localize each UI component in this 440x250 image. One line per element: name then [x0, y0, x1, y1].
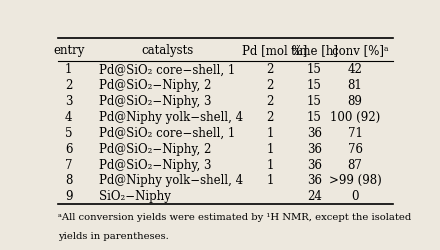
Text: 2: 2: [65, 79, 72, 92]
Text: Pd@SiO₂−Niphy, 3: Pd@SiO₂−Niphy, 3: [99, 158, 212, 171]
Text: 3: 3: [65, 95, 73, 108]
Text: 1: 1: [266, 174, 274, 186]
Text: 9: 9: [65, 190, 73, 202]
Text: Pd@Niphy yolk−shell, 4: Pd@Niphy yolk−shell, 4: [99, 174, 243, 186]
Text: Pd@SiO₂ core−shell, 1: Pd@SiO₂ core−shell, 1: [99, 63, 235, 76]
Text: Pd@Niphy yolk−shell, 4: Pd@Niphy yolk−shell, 4: [99, 110, 243, 124]
Text: yields in parentheses.: yields in parentheses.: [59, 231, 169, 240]
Text: Pd@SiO₂ core−shell, 1: Pd@SiO₂ core−shell, 1: [99, 126, 235, 139]
Text: time [h]: time [h]: [291, 44, 337, 57]
Text: 0: 0: [351, 190, 359, 202]
Text: >99 (98): >99 (98): [329, 174, 381, 186]
Text: 1: 1: [266, 142, 274, 155]
Text: Pd@SiO₂−Niphy, 2: Pd@SiO₂−Niphy, 2: [99, 142, 212, 155]
Text: 42: 42: [348, 63, 363, 76]
Text: 4: 4: [65, 110, 73, 124]
Text: 2: 2: [266, 79, 274, 92]
Text: 15: 15: [307, 79, 322, 92]
Text: 36: 36: [307, 126, 322, 139]
Text: 71: 71: [348, 126, 363, 139]
Text: 7: 7: [65, 158, 73, 171]
Text: 87: 87: [348, 158, 363, 171]
Text: ᵃAll conversion yields were estimated by ¹H NMR, except the isolated: ᵃAll conversion yields were estimated by…: [59, 212, 412, 222]
Text: 2: 2: [266, 110, 274, 124]
Text: Pd@SiO₂−Niphy, 2: Pd@SiO₂−Niphy, 2: [99, 79, 212, 92]
Text: 2: 2: [266, 63, 274, 76]
Text: 6: 6: [65, 142, 73, 155]
Text: 76: 76: [348, 142, 363, 155]
Text: 8: 8: [65, 174, 72, 186]
Text: Pd@SiO₂−Niphy, 3: Pd@SiO₂−Niphy, 3: [99, 95, 212, 108]
Text: 5: 5: [65, 126, 73, 139]
Text: Pd [mol %]: Pd [mol %]: [242, 44, 308, 57]
Text: 24: 24: [307, 190, 322, 202]
Text: 15: 15: [307, 110, 322, 124]
Text: 1: 1: [266, 158, 274, 171]
Text: 36: 36: [307, 158, 322, 171]
Text: entry: entry: [53, 44, 84, 57]
Text: 36: 36: [307, 142, 322, 155]
Text: conv [%]ᵃ: conv [%]ᵃ: [332, 44, 389, 57]
Text: SiO₂−Niphy: SiO₂−Niphy: [99, 190, 171, 202]
Text: 2: 2: [266, 95, 274, 108]
Text: 1: 1: [266, 126, 274, 139]
Text: 36: 36: [307, 174, 322, 186]
Text: 15: 15: [307, 63, 322, 76]
Text: catalysts: catalysts: [141, 44, 194, 57]
Text: 100 (92): 100 (92): [330, 110, 380, 124]
Text: 81: 81: [348, 79, 363, 92]
Text: 89: 89: [348, 95, 363, 108]
Text: 1: 1: [65, 63, 72, 76]
Text: 15: 15: [307, 95, 322, 108]
